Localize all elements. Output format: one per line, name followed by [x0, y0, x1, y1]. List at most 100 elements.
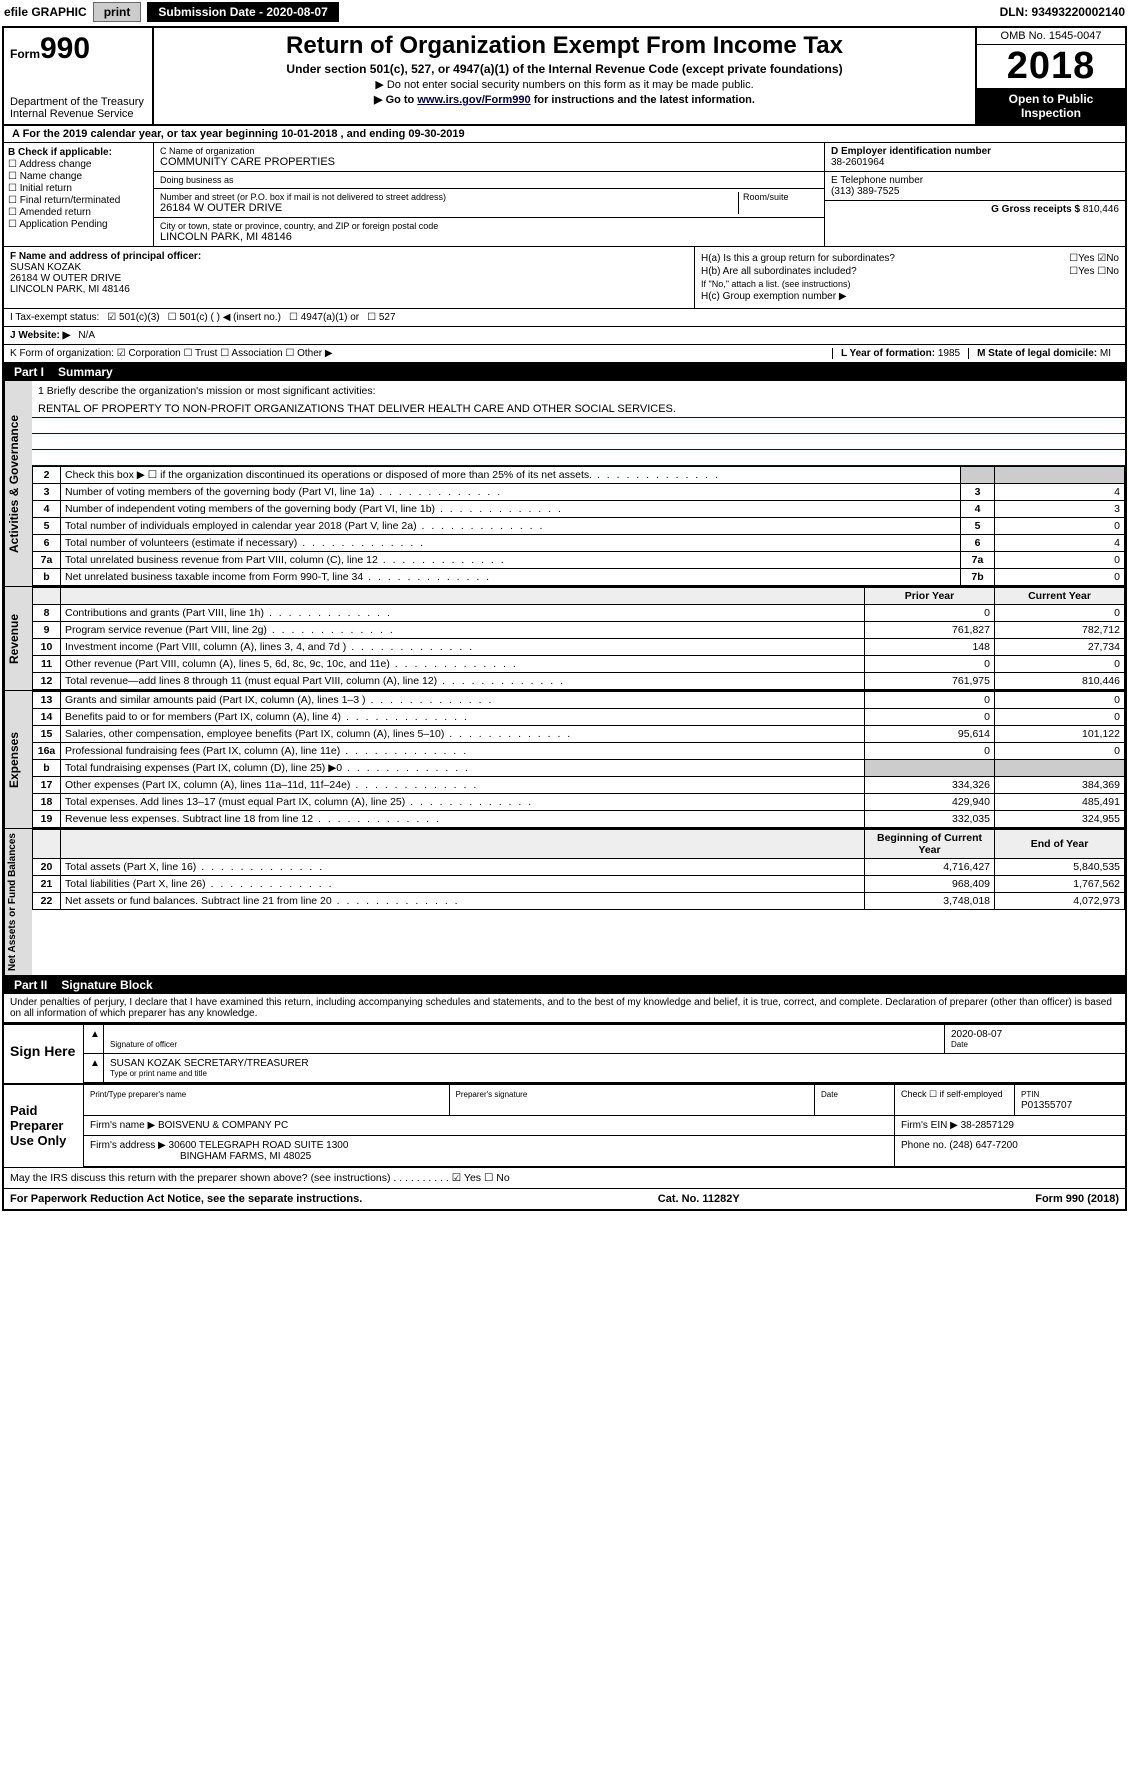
table-row: 5Total number of individuals employed in… — [33, 518, 1125, 535]
prep-name-lbl: Print/Type preparer's name — [90, 1090, 186, 1099]
chk-amended[interactable]: ☐ Amended return — [8, 207, 149, 218]
table-row: 17Other expenses (Part IX, column (A), l… — [33, 777, 1125, 794]
row-num: 20 — [33, 859, 61, 876]
ein-label: D Employer identification number — [831, 146, 991, 157]
row-prior: 4,716,427 — [865, 859, 995, 876]
table-row: 7aTotal unrelated business revenue from … — [33, 552, 1125, 569]
row-box: 4 — [961, 501, 995, 518]
subtitle-2: ▶ Do not enter social security numbers o… — [162, 78, 967, 91]
officer-group-block: F Name and address of principal officer:… — [4, 247, 1125, 309]
row-num: 18 — [33, 794, 61, 811]
efile-label: efile GRAPHIC — [4, 5, 87, 19]
table-row: 12Total revenue—add lines 8 through 11 (… — [33, 673, 1125, 690]
row-val: 4 — [995, 535, 1125, 552]
table-row: 19Revenue less expenses. Subtract line 1… — [33, 811, 1125, 828]
row-desc: Total revenue—add lines 8 through 11 (mu… — [61, 673, 865, 690]
omb-number: OMB No. 1545-0047 — [977, 28, 1125, 45]
row-num: 8 — [33, 605, 61, 622]
chk-initial-return[interactable]: ☐ Initial return — [8, 183, 149, 194]
open-to-public: Open to Public Inspection — [977, 88, 1125, 124]
gross-value: 810,446 — [1083, 204, 1119, 215]
chk-527[interactable]: ☐ 527 — [367, 312, 395, 323]
row-current: 101,122 — [995, 726, 1125, 743]
row-current: 485,491 — [995, 794, 1125, 811]
chk-app-pending[interactable]: ☐ Application Pending — [8, 219, 149, 230]
box-m: M State of legal domicile: MI — [968, 348, 1119, 359]
h-b-note: If "No," attach a list. (see instruction… — [701, 279, 1119, 289]
netassets-section: Net Assets or Fund Balances Beginning of… — [4, 829, 1125, 976]
row-prior: 761,975 — [865, 673, 995, 690]
row-current: 0 — [995, 692, 1125, 709]
table-header-row: Prior YearCurrent Year — [33, 588, 1125, 605]
row-num: 13 — [33, 692, 61, 709]
row-desc: Total assets (Part X, line 16) — [61, 859, 865, 876]
box-f: F Name and address of principal officer:… — [4, 247, 695, 308]
row-num: 7a — [33, 552, 61, 569]
box-l: L Year of formation: 1985 — [832, 348, 968, 359]
sig-name-label: Type or print name and title — [110, 1069, 1119, 1078]
row-prior: 429,940 — [865, 794, 995, 811]
chk-final-return[interactable]: ☐ Final return/terminated — [8, 195, 149, 206]
officer-name: SUSAN KOZAK — [10, 262, 81, 273]
subtitle-3: ▶ Go to www.irs.gov/Form990 for instruct… — [162, 93, 967, 106]
revenue-side-label: Revenue — [4, 587, 32, 690]
row-current: 1,767,562 — [995, 876, 1125, 893]
subtitle-1: Under section 501(c), 527, or 4947(a)(1)… — [162, 62, 967, 76]
topbar: efile GRAPHIC print Submission Date - 20… — [0, 0, 1129, 24]
governance-table: 2Check this box ▶ ☐ if the organization … — [32, 466, 1125, 586]
firm-addr2: BINGHAM FARMS, MI 48025 — [180, 1151, 311, 1162]
row-box: 7a — [961, 552, 995, 569]
part-1-num: Part I — [10, 365, 48, 379]
irs-label: Internal Revenue Service — [10, 108, 146, 120]
revenue-table: Prior YearCurrent Year8Contributions and… — [32, 587, 1125, 690]
chk-address-change[interactable]: ☐ Address change — [8, 159, 149, 170]
governance-side-label: Activities & Governance — [4, 381, 32, 586]
box-b: B Check if applicable: ☐ Address change … — [4, 143, 154, 246]
expenses-table: 13Grants and similar amounts paid (Part … — [32, 691, 1125, 828]
row-num: 2 — [33, 467, 61, 484]
chk-501c[interactable]: ☐ 501(c) ( ) ◀ (insert no.) — [168, 312, 281, 323]
header-left: Form990 Department of the Treasury Inter… — [4, 28, 154, 124]
row-num: 14 — [33, 709, 61, 726]
phone-label: E Telephone number — [831, 175, 923, 186]
form-frame: Form990 Department of the Treasury Inter… — [2, 26, 1127, 1211]
part-1-title: Summary — [58, 365, 113, 379]
row-prior: 332,035 — [865, 811, 995, 828]
sig-officer-label: Signature of officer — [110, 1040, 938, 1049]
prep-sig-lbl: Preparer's signature — [456, 1090, 528, 1099]
table-row: 16aProfessional fundraising fees (Part I… — [33, 743, 1125, 760]
phone-value: (313) 389-7525 — [831, 186, 899, 197]
row-val: 3 — [995, 501, 1125, 518]
table-row: 21Total liabilities (Part X, line 26)968… — [33, 876, 1125, 893]
row-num: 4 — [33, 501, 61, 518]
paid-preparer-label: Paid Preparer Use Only — [4, 1085, 84, 1167]
chk-4947[interactable]: ☐ 4947(a)(1) or — [289, 312, 359, 323]
ein-value: 38-2601964 — [831, 157, 884, 168]
firm-phone: (248) 647-7200 — [949, 1140, 1017, 1151]
row-box: 5 — [961, 518, 995, 535]
row-prior: 968,409 — [865, 876, 995, 893]
print-button[interactable]: print — [93, 2, 142, 22]
table-row: 18Total expenses. Add lines 13–17 (must … — [33, 794, 1125, 811]
row-current: 0 — [995, 743, 1125, 760]
row-current: 782,712 — [995, 622, 1125, 639]
mission-label: 1 Briefly describe the organization's mi… — [32, 381, 1125, 401]
chk-name-change[interactable]: ☐ Name change — [8, 171, 149, 182]
row-val: 0 — [995, 569, 1125, 586]
table-header-row: Beginning of Current YearEnd of Year — [33, 830, 1125, 859]
table-row: 14Benefits paid to or for members (Part … — [33, 709, 1125, 726]
row-num: 15 — [33, 726, 61, 743]
chk-501c3[interactable]: ☑ 501(c)(3) — [107, 312, 159, 323]
tax-exempt-label: I Tax-exempt status: — [10, 312, 99, 323]
row-desc: Program service revenue (Part VIII, line… — [61, 622, 865, 639]
h-b-line: H(b) Are all subordinates included? ☐Yes… — [701, 266, 1119, 277]
part-2-title: Signature Block — [61, 978, 152, 992]
irs-link[interactable]: www.irs.gov/Form990 — [417, 94, 530, 106]
row-desc: Grants and similar amounts paid (Part IX… — [61, 692, 865, 709]
firm-addr-lbl: Firm's address ▶ — [90, 1140, 166, 1151]
discuss-row: May the IRS discuss this return with the… — [4, 1167, 1125, 1188]
prep-date-lbl: Date — [821, 1090, 838, 1099]
row-desc: Investment income (Part VIII, column (A)… — [61, 639, 865, 656]
row-current: 4,072,973 — [995, 893, 1125, 910]
row-prior: 3,748,018 — [865, 893, 995, 910]
